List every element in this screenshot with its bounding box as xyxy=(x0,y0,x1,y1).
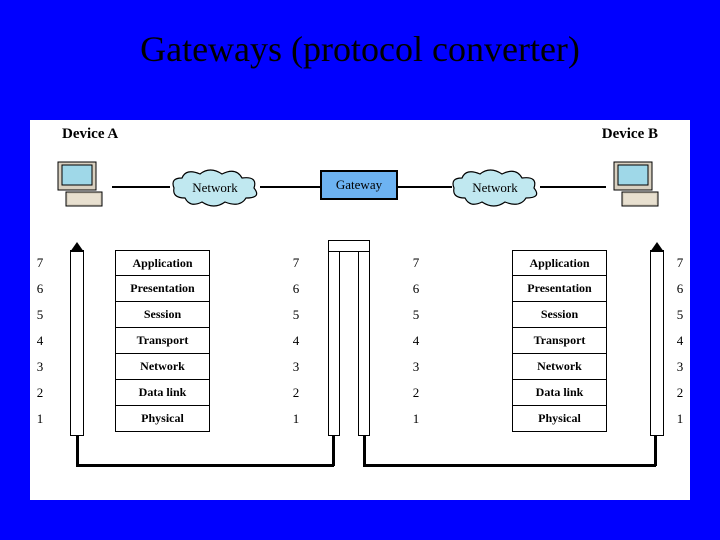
layer-row: Transport xyxy=(115,328,210,354)
layer-number: 1 xyxy=(410,406,422,432)
layer-number: 7 xyxy=(34,250,46,276)
layer-number: 1 xyxy=(674,406,686,432)
layer-number: 5 xyxy=(674,302,686,328)
diagram-panel: Device A Device B Network Network Gatewa xyxy=(30,120,690,500)
gateway-node: Gateway xyxy=(320,170,398,200)
network-label-left: Network xyxy=(192,180,238,196)
layer-row: Data link xyxy=(512,380,607,406)
layer-numbers-far-left: 7654321 xyxy=(34,250,46,432)
device-b-label: Device B xyxy=(602,126,658,143)
layer-row: Physical xyxy=(512,406,607,432)
layer-number: 3 xyxy=(674,354,686,380)
link-net-gw-l xyxy=(260,186,320,188)
layer-numbers-gw-right: 7654321 xyxy=(410,250,422,432)
layer-number: 2 xyxy=(410,380,422,406)
layer-number: 2 xyxy=(290,380,302,406)
layer-number: 7 xyxy=(290,250,302,276)
layer-row: Transport xyxy=(512,328,607,354)
gateway-label: Gateway xyxy=(336,177,382,193)
route-a-down xyxy=(76,436,79,466)
layer-number: 5 xyxy=(410,302,422,328)
layer-number: 1 xyxy=(290,406,302,432)
route-b-up xyxy=(654,436,657,466)
layer-number: 6 xyxy=(674,276,686,302)
bar-device-b xyxy=(650,250,664,436)
layer-number: 7 xyxy=(674,250,686,276)
link-gw-net-r xyxy=(398,186,452,188)
layer-number: 3 xyxy=(290,354,302,380)
layer-numbers-far-right: 7654321 xyxy=(674,250,686,432)
stack-device-b: ApplicationPresentationSessionTransportN… xyxy=(512,250,607,432)
layer-number: 5 xyxy=(34,302,46,328)
route-a-across xyxy=(76,464,334,467)
network-cloud-left: Network xyxy=(170,168,260,208)
layer-row: Physical xyxy=(115,406,210,432)
layer-row: Application xyxy=(115,250,210,276)
route-a-up xyxy=(332,436,335,466)
layer-number: 3 xyxy=(34,354,46,380)
layer-number: 2 xyxy=(674,380,686,406)
layer-row: Network xyxy=(115,354,210,380)
link-a-net xyxy=(112,186,170,188)
layer-number: 1 xyxy=(34,406,46,432)
gw-bar-left xyxy=(328,250,340,436)
layer-row: Presentation xyxy=(512,276,607,302)
layer-number: 4 xyxy=(290,328,302,354)
computer-b-icon xyxy=(608,160,668,210)
layer-number: 5 xyxy=(290,302,302,328)
route-b-down xyxy=(363,436,366,466)
layer-number: 6 xyxy=(34,276,46,302)
layer-number: 3 xyxy=(410,354,422,380)
layer-number: 4 xyxy=(674,328,686,354)
layer-row: Session xyxy=(512,302,607,328)
layer-number: 7 xyxy=(410,250,422,276)
layer-row: Network xyxy=(512,354,607,380)
gw-bar-top xyxy=(328,240,370,252)
bar-device-a xyxy=(70,250,84,436)
stack-device-a: ApplicationPresentationSessionTransportN… xyxy=(115,250,210,432)
layer-row: Application xyxy=(512,250,607,276)
layer-number: 6 xyxy=(410,276,422,302)
network-label-right: Network xyxy=(472,180,518,196)
arrow-up-b xyxy=(650,242,664,252)
device-a-label: Device A xyxy=(62,126,118,143)
layer-row: Session xyxy=(115,302,210,328)
link-net-b xyxy=(540,186,606,188)
layer-number: 2 xyxy=(34,380,46,406)
layer-number: 6 xyxy=(290,276,302,302)
network-cloud-right: Network xyxy=(450,168,540,208)
gw-bar-right xyxy=(358,250,370,436)
slide-title: Gateways (protocol converter) xyxy=(0,0,720,70)
layer-numbers-gw-left: 7654321 xyxy=(290,250,302,432)
layer-row: Presentation xyxy=(115,276,210,302)
layer-number: 4 xyxy=(410,328,422,354)
computer-a-icon xyxy=(52,160,112,210)
layer-number: 4 xyxy=(34,328,46,354)
arrow-up-a xyxy=(70,242,84,252)
layer-row: Data link xyxy=(115,380,210,406)
route-b-across xyxy=(363,464,656,467)
